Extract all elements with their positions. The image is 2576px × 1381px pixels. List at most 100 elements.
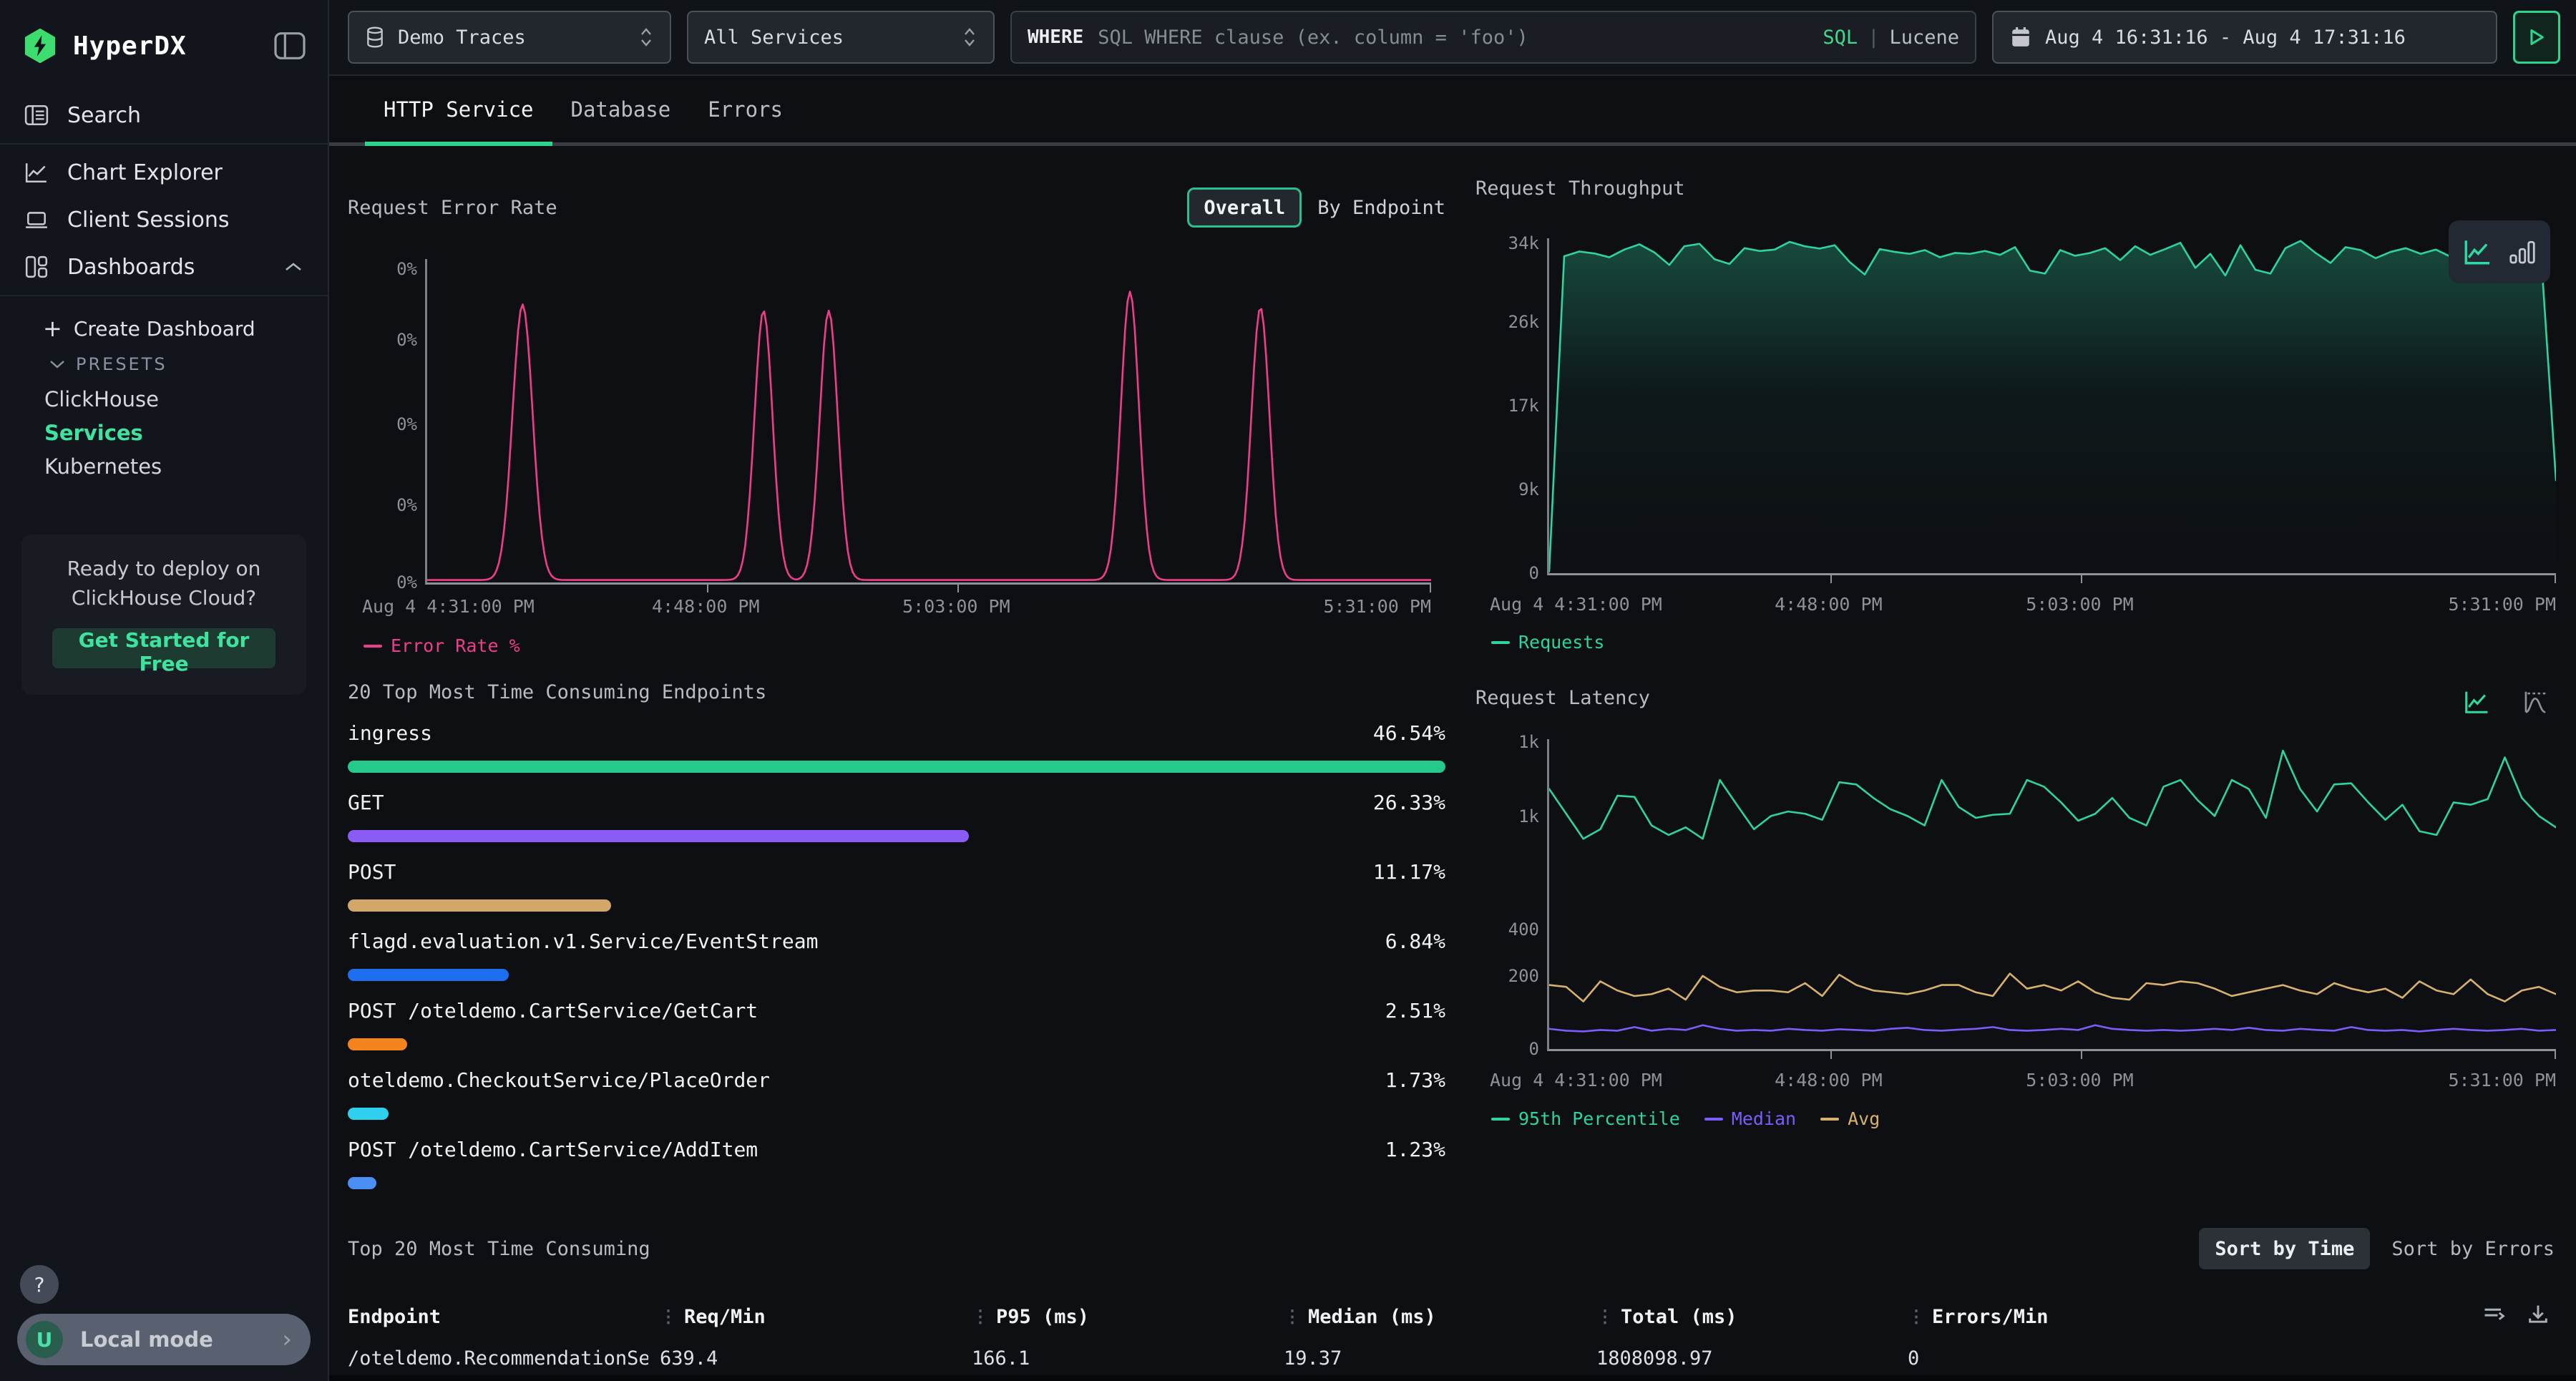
- database-icon: [365, 26, 385, 48]
- legend-label: Requests: [1518, 632, 1604, 653]
- column-header-total[interactable]: ⋮ Total (ms): [1596, 1306, 1908, 1328]
- cell-p95: 166.1: [972, 1347, 1284, 1370]
- table-header-row: Endpoint ⋮ Req/Min ⋮ P95 (ms) ⋮ Median (…: [348, 1298, 2570, 1335]
- sidebar-item-client-sessions[interactable]: Client Sessions: [0, 196, 328, 243]
- sort-by-errors-button[interactable]: Sort by Errors: [2376, 1228, 2570, 1269]
- sidebar-item-dashboards[interactable]: Dashboards: [0, 243, 328, 291]
- tab-database[interactable]: Database: [552, 76, 690, 142]
- x-tick: Aug 4 4:31:00 PM: [1490, 594, 1662, 615]
- y-tick: 0: [1529, 1039, 1549, 1059]
- download-csv-button[interactable]: [2526, 1302, 2550, 1327]
- date-range-picker[interactable]: Aug 4 16:31:16 - Aug 4 17:31:16: [1992, 11, 2497, 64]
- drag-handle-icon[interactable]: ⋮: [660, 1307, 677, 1327]
- endpoint-value: 1.73%: [1385, 1068, 1445, 1092]
- column-label: Median (ms): [1308, 1306, 1436, 1328]
- sidebar-item-chart-explorer[interactable]: Chart Explorer: [0, 149, 328, 196]
- drag-handle-icon[interactable]: ⋮: [1596, 1307, 1614, 1327]
- endpoint-row[interactable]: POST11.17%: [348, 857, 1445, 912]
- lucene-mode-option[interactable]: Lucene: [1889, 26, 1959, 49]
- error-rate-plot: 0% 0% 0% 0% 0%: [425, 259, 1431, 585]
- sidebar-item-search[interactable]: Search: [0, 92, 328, 139]
- endpoint-row[interactable]: GET26.33%: [348, 787, 1445, 842]
- endpoint-bar-list: ingress46.54% GET26.33% POST11.17% flagd…: [348, 718, 1445, 1189]
- clickhouse-cloud-promo: Ready to deploy on ClickHouse Cloud? Get…: [21, 535, 306, 695]
- legend-avg[interactable]: Avg: [1820, 1108, 1880, 1129]
- y-tick: 1k: [1518, 806, 1549, 826]
- date-range-value: Aug 4 16:31:16 - Aug 4 17:31:16: [2045, 26, 2406, 49]
- where-clause-input[interactable]: WHERE SQL WHERE clause (ex. column = 'fo…: [1010, 11, 1976, 64]
- bar-chart-toggle-button[interactable]: [2508, 237, 2537, 267]
- table-row[interactable]: /oteldemo.RecommendationServ 639.4 166.1…: [348, 1335, 2570, 1381]
- laptop-icon: [24, 208, 49, 231]
- get-started-button[interactable]: Get Started for Free: [52, 628, 275, 668]
- endpoint-row[interactable]: oteldemo.CheckoutService/PlaceOrder1.73%: [348, 1065, 1445, 1120]
- column-header-endpoint[interactable]: Endpoint: [348, 1306, 660, 1328]
- column-header-p95[interactable]: ⋮ P95 (ms): [972, 1306, 1284, 1328]
- endpoint-bar: [348, 969, 509, 981]
- histogram-toggle-button[interactable]: [2522, 688, 2549, 716]
- search-results-icon: [24, 104, 49, 127]
- sidebar-item-kubernetes[interactable]: Kubernetes: [43, 449, 328, 483]
- create-dashboard-button[interactable]: + Create Dashboard: [43, 311, 328, 346]
- endpoint-label: POST /oteldemo.CartService/GetCart: [348, 999, 758, 1023]
- brand-row: HyperDX: [0, 0, 328, 92]
- sql-mode-option[interactable]: SQL: [1823, 26, 1858, 49]
- y-tick: 34k: [1508, 233, 1549, 253]
- updown-chevrons-icon: [638, 26, 654, 49]
- tab-http-service[interactable]: HTTP Service: [365, 76, 552, 142]
- local-mode-label: Local mode: [80, 1327, 265, 1352]
- legend-error-rate[interactable]: Error Rate %: [364, 635, 520, 656]
- x-tick: 5:31:00 PM: [2448, 594, 2556, 615]
- scroll-strip[interactable]: [329, 1375, 2576, 1381]
- sort-by-time-button[interactable]: Sort by Time: [2199, 1228, 2370, 1269]
- source-select[interactable]: Demo Traces: [348, 11, 671, 64]
- cell-endpoint: /oteldemo.RecommendationServ: [348, 1347, 648, 1370]
- legend-swatch: [1491, 641, 1510, 644]
- endpoint-row[interactable]: POST /oteldemo.CartService/AddItem1.23%: [348, 1134, 1445, 1189]
- endpoint-row[interactable]: ingress46.54%: [348, 718, 1445, 773]
- legend-label: Error Rate %: [391, 635, 520, 656]
- panel-top-endpoints: 20 Top Most Time Consuming Endpoints ing…: [348, 660, 1445, 1195]
- column-settings-button[interactable]: [2482, 1302, 2507, 1327]
- legend-label: 95th Percentile: [1518, 1108, 1680, 1129]
- sidebar-item-label: Client Sessions: [67, 208, 229, 233]
- overall-toggle-button[interactable]: Overall: [1187, 187, 1302, 228]
- cell-errors-min: 0: [1908, 1347, 2570, 1370]
- app-root: HyperDX Search Chart Explorer C: [0, 0, 2576, 1381]
- sidebar-collapse-button[interactable]: [273, 31, 306, 60]
- line-chart-toggle-button[interactable]: [2462, 237, 2492, 267]
- endpoint-value: 6.84%: [1385, 929, 1445, 953]
- service-select-value: All Services: [704, 26, 949, 49]
- endpoint-bar: [348, 1108, 389, 1120]
- endpoint-row[interactable]: flagd.evaluation.v1.Service/EventStream 6…: [348, 926, 1445, 981]
- dashboard-tabs: HTTP Service Database Errors: [329, 76, 2576, 146]
- promo-text-line1: Ready to deploy on: [36, 555, 292, 584]
- sidebar-item-services[interactable]: Services: [43, 416, 328, 449]
- help-button[interactable]: ?: [20, 1265, 59, 1304]
- service-select[interactable]: All Services: [687, 11, 995, 64]
- column-header-median[interactable]: ⋮ Median (ms): [1284, 1306, 1596, 1328]
- y-tick: 0%: [396, 414, 427, 434]
- run-query-button[interactable]: [2513, 11, 2560, 64]
- by-endpoint-toggle[interactable]: By Endpoint: [1317, 197, 1445, 219]
- column-header-req-min[interactable]: ⋮ Req/Min: [660, 1306, 972, 1328]
- drag-handle-icon[interactable]: ⋮: [1908, 1307, 1925, 1327]
- query-language-toggle[interactable]: SQL | Lucene: [1823, 26, 1959, 49]
- legend-95th-percentile[interactable]: 95th Percentile: [1491, 1108, 1680, 1129]
- tab-errors[interactable]: Errors: [689, 76, 801, 142]
- legend-requests[interactable]: Requests: [1491, 632, 1604, 653]
- endpoint-label: flagd.evaluation.v1.Service/EventStream: [348, 929, 818, 953]
- endpoint-row[interactable]: POST /oteldemo.CartService/GetCart2.51%: [348, 995, 1445, 1050]
- legend-swatch: [1704, 1118, 1723, 1121]
- presets-toggle[interactable]: PRESETS: [43, 346, 328, 382]
- x-tick: Aug 4 4:31:00 PM: [362, 596, 535, 617]
- user-menu[interactable]: U Local mode ›: [17, 1314, 311, 1365]
- legend-swatch: [1491, 1118, 1510, 1121]
- column-header-errors-min[interactable]: ⋮ Errors/Min: [1908, 1306, 2570, 1328]
- drag-handle-icon[interactable]: ⋮: [972, 1307, 989, 1327]
- chevron-right-icon: ›: [282, 1325, 292, 1354]
- sidebar-item-clickhouse[interactable]: ClickHouse: [43, 382, 328, 416]
- line-chart-toggle-button[interactable]: [2463, 688, 2490, 716]
- drag-handle-icon[interactable]: ⋮: [1284, 1307, 1301, 1327]
- legend-median[interactable]: Median: [1704, 1108, 1796, 1129]
